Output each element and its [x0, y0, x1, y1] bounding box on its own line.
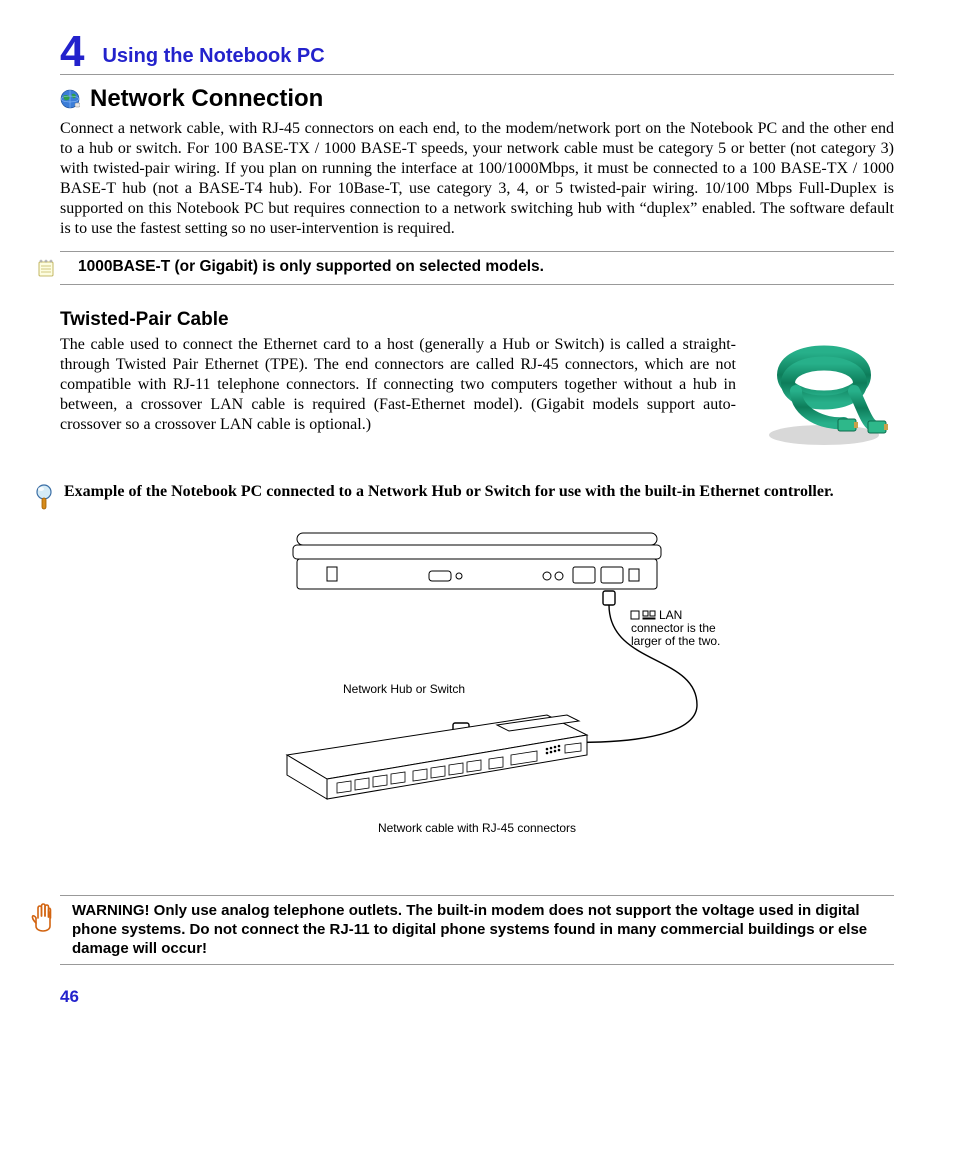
subsection-body: The cable used to connect the Ethernet c… — [60, 335, 736, 455]
ethernet-cable-photo — [754, 335, 894, 455]
example-row: Example of the Notebook PC connected to … — [60, 483, 894, 511]
section-header: Network Connection — [60, 85, 894, 113]
chapter-title: Using the Notebook PC — [102, 45, 324, 68]
connection-diagram: LAN connector is the larger of the two. — [60, 525, 894, 815]
example-text: Example of the Notebook PC connected to … — [64, 483, 834, 501]
chapter-number: 4 — [60, 30, 84, 74]
chapter-header: 4 Using the Notebook PC — [60, 30, 894, 75]
section-title: Network Connection — [90, 85, 323, 113]
page-number: 46 — [60, 987, 894, 1007]
twisted-pair-row: The cable used to connect the Ethernet c… — [60, 335, 894, 455]
warning-text: WARNING! Only use analog telephone outle… — [66, 902, 894, 958]
lan-annot-2: connector is the — [631, 621, 716, 635]
subsection-title: Twisted-Pair Cable — [60, 309, 894, 331]
globe-icon — [60, 89, 80, 109]
hub-label: Network Hub or Switch — [343, 682, 465, 696]
note-text: 1000BASE-T (or Gigabit) is only supporte… — [68, 258, 544, 276]
warning-box: WARNING! Only use analog telephone outle… — [60, 895, 894, 965]
lan-annot-3: larger of the two. — [631, 634, 720, 648]
section-body: Connect a network cable, with RJ-45 conn… — [60, 119, 894, 239]
hand-warning-icon — [30, 902, 56, 932]
lan-annot-1: LAN — [659, 608, 682, 622]
note-box: 1000BASE-T (or Gigabit) is only supporte… — [60, 251, 894, 285]
diagram-caption: Network cable with RJ-45 connectors — [60, 821, 894, 835]
notepad-icon — [36, 258, 56, 278]
document-page: 4 Using the Notebook PC Network Connecti… — [0, 0, 954, 1027]
magnifier-icon — [34, 483, 54, 511]
